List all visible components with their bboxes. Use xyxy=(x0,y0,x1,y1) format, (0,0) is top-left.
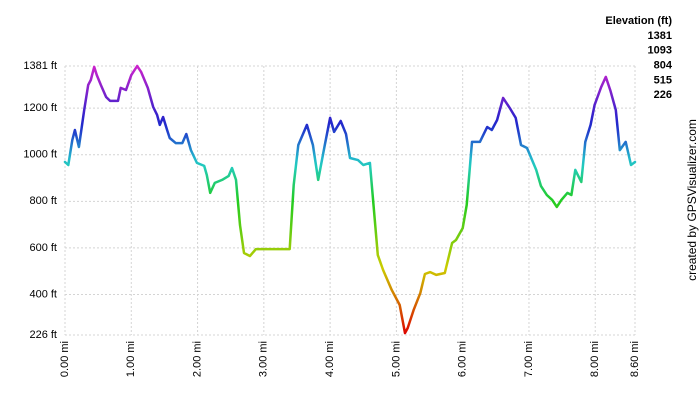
credit: created by GPSVisualizer.com xyxy=(685,119,699,281)
x-tick-label: 4.00 mi xyxy=(324,341,336,377)
y-tick-label: 226 ft xyxy=(29,329,57,341)
x-tick-label: 3.00 mi xyxy=(258,341,270,377)
x-tick-label: 2.00 mi xyxy=(191,341,203,377)
x-tick-label: 7.00 mi xyxy=(523,341,535,377)
elevation-line xyxy=(63,64,637,335)
y-tick-label: 1381 ft xyxy=(23,60,57,72)
x-tick-label: 0.00 mi xyxy=(59,341,71,377)
legend-value: 226 xyxy=(654,89,672,101)
x-tick-label: 8.60 mi xyxy=(629,341,641,377)
legend-title: Elevation (ft) xyxy=(605,15,672,27)
x-tick-label: 6.00 mi xyxy=(457,341,469,377)
legend-value: 1093 xyxy=(648,45,672,57)
y-tick-label: 1200 ft xyxy=(23,102,57,114)
x-tick-label: 5.00 mi xyxy=(390,341,402,377)
legend-value: 804 xyxy=(654,60,673,72)
y-tick-label: 400 ft xyxy=(29,288,57,300)
grid xyxy=(64,65,636,336)
legend-value: 1381 xyxy=(648,30,672,42)
legend-value: 515 xyxy=(654,74,672,86)
y-tick-label: 600 ft xyxy=(29,242,57,254)
y-tick-label: 800 ft xyxy=(29,195,57,207)
x-tick-label: 8.00 mi xyxy=(589,341,601,377)
y-tick-label: 1000 ft xyxy=(23,149,57,161)
x-tick-label: 1.00 mi xyxy=(125,341,137,377)
